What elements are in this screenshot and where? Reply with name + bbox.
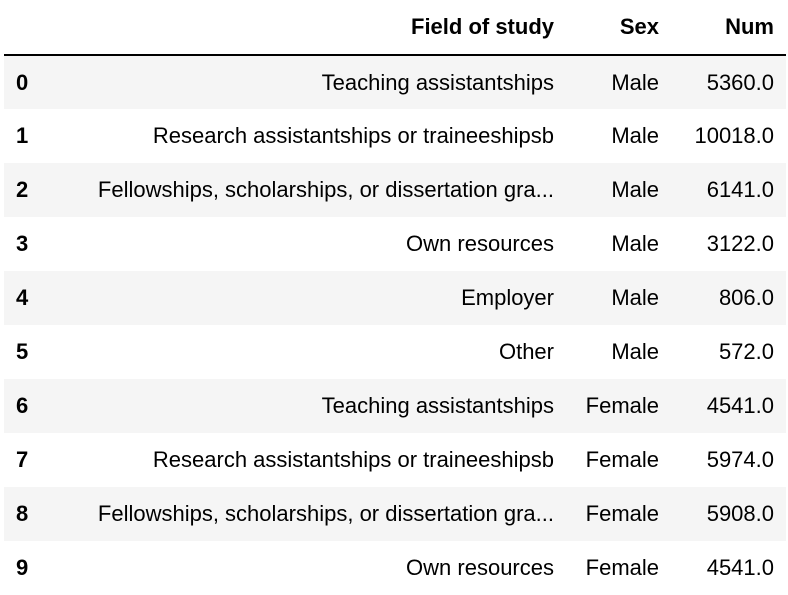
- table-row: 0 Teaching assistantships Male 5360.0: [4, 55, 786, 109]
- sex-cell: Male: [611, 177, 659, 202]
- row-index: 6: [16, 393, 29, 418]
- row-index: 4: [16, 285, 29, 310]
- header-row: Field of study Sex Num: [4, 0, 786, 56]
- dataframe-table: Field of study Sex Num 0 Teaching assista…: [4, 0, 786, 595]
- row-index: 9: [16, 555, 29, 580]
- sex-cell: Female: [585, 393, 659, 418]
- table-row: 7 Research assistantships or traineeships…: [4, 433, 786, 487]
- num-cell: 806.0: [718, 285, 774, 310]
- num-header: Num: [671, 0, 786, 56]
- sex-cell: Male: [611, 339, 659, 364]
- sex-cell: Male: [611, 285, 659, 310]
- table-row: 6 Teaching assistantships Female 4541.0: [4, 379, 786, 433]
- num-cell: 5908.0: [706, 501, 774, 526]
- field-of-study-cell: Own resources: [406, 555, 554, 580]
- row-index: 2: [16, 177, 29, 202]
- row-index: 0: [16, 69, 29, 95]
- field-of-study-cell: Fellowships, scholarships, or dissertati…: [97, 501, 554, 526]
- row-index: 8: [16, 501, 29, 526]
- row-index: 5: [16, 339, 29, 364]
- field-of-study-cell: Employer: [461, 285, 554, 310]
- table-row: 1 Research assistantships or traineeships…: [4, 109, 786, 163]
- field-of-study-cell: Teaching assistantships: [321, 69, 554, 95]
- sex-cell: Female: [585, 447, 659, 472]
- table-row: 8 Fellowships, scholarships, or dissertat…: [4, 487, 786, 541]
- num-cell: 5974.0: [706, 447, 774, 472]
- field-of-study-header: Field of study: [44, 0, 566, 56]
- field-of-study-cell: Teaching assistantships: [321, 393, 554, 418]
- num-cell: 3122.0: [706, 231, 774, 256]
- num-cell: 4541.0: [706, 393, 774, 418]
- num-cell: 5360.0: [706, 69, 774, 95]
- sex-cell: Female: [585, 501, 659, 526]
- field-of-study-cell: Research assistantships or traineeshipsb: [152, 123, 554, 148]
- table-row: 2 Fellowships, scholarships, or dissertat…: [4, 163, 786, 217]
- field-of-study-cell: Own resources: [406, 231, 554, 256]
- sex-cell: Male: [611, 69, 659, 95]
- table-row: 9 Own resources Female 4541.0: [4, 541, 786, 595]
- sex-cell: Female: [585, 555, 659, 580]
- row-index: 1: [16, 123, 29, 148]
- num-cell: 4541.0: [706, 555, 774, 580]
- num-cell: 10018.0: [694, 123, 774, 148]
- field-of-study-cell: Research assistantships or traineeshipsb: [152, 447, 554, 472]
- row-index: 3: [16, 231, 29, 256]
- table-body: 0 Teaching assistantships Male 5360.0 1 Resea…: [4, 55, 786, 595]
- table-row: 3 Own resources Male 3122.0: [4, 217, 786, 271]
- sex-cell: Male: [611, 231, 659, 256]
- row-index: 7: [16, 447, 29, 472]
- field-of-study-cell: Other: [498, 339, 554, 364]
- table-row: 4 Employer Male 806.0: [4, 271, 786, 325]
- sex-cell: Male: [611, 123, 659, 148]
- num-cell: 6141.0: [706, 177, 774, 202]
- sex-header: Sex: [566, 0, 671, 56]
- table-row: 5 Other Male 572.0: [4, 325, 786, 379]
- table-header: Field of study Sex Num: [4, 0, 786, 56]
- index-header: [4, 0, 44, 56]
- num-cell: 572.0: [718, 339, 774, 364]
- field-of-study-cell: Fellowships, scholarships, or dissertati…: [97, 177, 554, 202]
